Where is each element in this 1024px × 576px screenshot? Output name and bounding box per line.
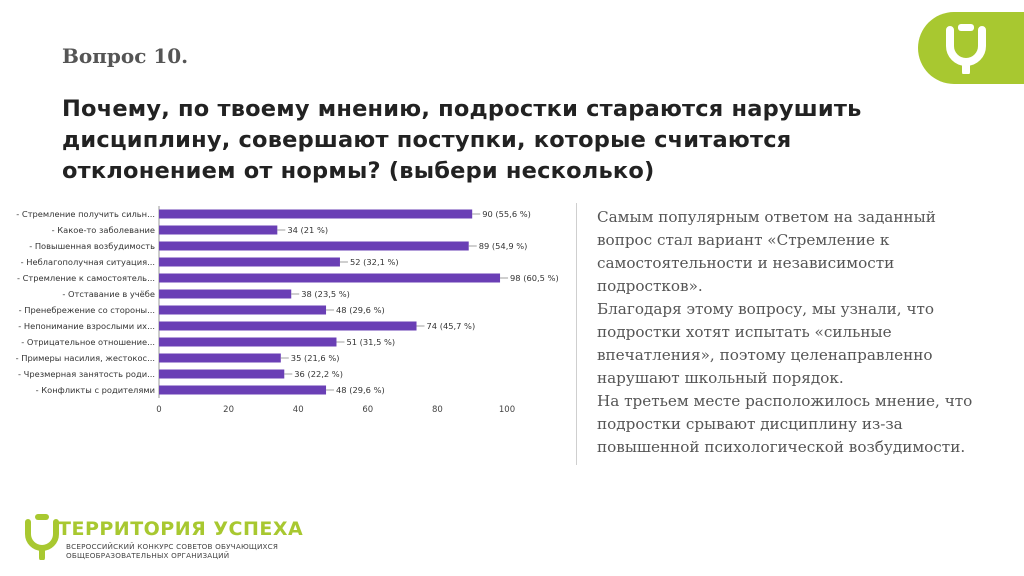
bar	[159, 337, 337, 347]
data-label: 48 (29,6 %)	[336, 305, 385, 315]
category-label: - Пренебрежение со стороны...	[19, 305, 155, 315]
data-label: 38 (23,5 %)	[301, 289, 350, 299]
description-paragraph-2: Благодаря этому вопросу, мы узнали, что …	[597, 300, 935, 387]
data-label: 90 (55,6 %)	[482, 209, 531, 219]
category-label: - Какое-то заболевание	[52, 225, 155, 235]
category-label: - Отрицательное отношение...	[21, 337, 155, 347]
x-tick-label: 20	[223, 405, 234, 415]
data-label: 52 (32,1 %)	[350, 257, 399, 267]
data-label: 74 (45,7 %)	[427, 321, 476, 331]
bar-chart: - Стремление получить сильн... 90 (55,6 %…	[16, 200, 560, 420]
u-letter-logo-icon	[946, 24, 986, 74]
data-label: 51 (31,5 %)	[346, 337, 395, 347]
category-label: - Стремление получить сильн...	[16, 209, 155, 219]
data-label: 35 (21,6 %)	[291, 353, 340, 363]
bar	[159, 385, 327, 395]
x-tick-label: 0	[156, 405, 161, 415]
category-label: - Повышенная возбудимость	[29, 241, 155, 251]
x-tick-label: 40	[293, 405, 304, 415]
bar	[159, 225, 278, 235]
description-paragraph-3: На третьем месте расположилось мнение, ч…	[597, 392, 973, 456]
footer-brand: ТЕРРИТОРИЯ УСПЕХА ВСЕРОССИЙСКИЙ КОНКУРС …	[22, 514, 342, 564]
footer-brand-title: ТЕРРИТОРИЯ УСПЕХА	[58, 518, 304, 540]
bar	[159, 273, 501, 283]
data-label: 36 (22,2 %)	[294, 369, 343, 379]
bar	[159, 321, 417, 331]
logo-badge	[918, 12, 1024, 84]
data-label: 89 (54,9 %)	[479, 241, 528, 251]
bar	[159, 369, 285, 379]
footer-subtitle-line-2: ОБЩЕОБРАЗОВАТЕЛЬНЫХ ОРГАНИЗАЦИЙ	[66, 551, 230, 560]
bar	[159, 257, 340, 267]
data-label: 48 (29,6 %)	[336, 385, 385, 395]
bar-chart-svg: - Стремление получить сильн... 90 (55,6 %…	[16, 206, 559, 415]
question-number: Вопрос 10.	[62, 44, 189, 68]
x-tick-label: 80	[432, 405, 443, 415]
description-paragraph-1: Самым популярным ответом на заданный воп…	[597, 208, 936, 295]
bar	[159, 353, 281, 363]
bar	[159, 289, 292, 299]
data-label: 34 (21 %)	[287, 225, 328, 235]
category-label: - Отставание в учёбе	[62, 289, 155, 299]
u-letter-logo-icon	[25, 514, 59, 560]
divider	[576, 203, 577, 465]
footer-subtitle-line-1: ВСЕРОССИЙСКИЙ КОНКУРС СОВЕТОВ ОБУЧАЮЩИХС…	[66, 542, 279, 551]
bar	[159, 305, 327, 315]
x-tick-label: 60	[362, 405, 373, 415]
category-label: - Чрезмерная занятость роди...	[18, 369, 155, 379]
bar	[159, 241, 469, 251]
question-text: Почему, по твоему мнению, подростки стар…	[62, 96, 862, 184]
category-label: - Неблагополучная ситуация...	[21, 257, 155, 267]
data-label: 98 (60,5 %)	[510, 273, 559, 283]
category-label: - Примеры насилия, жестокос...	[16, 353, 155, 363]
description: Самым популярным ответом на заданный воп…	[597, 206, 992, 459]
category-label: - Стремление к самостоятель...	[17, 273, 155, 283]
x-tick-label: 100	[499, 405, 515, 415]
category-label: - Непонимание взрослыми их...	[18, 321, 155, 331]
bar	[159, 209, 473, 219]
category-label: - Конфликты с родителями	[36, 385, 155, 395]
